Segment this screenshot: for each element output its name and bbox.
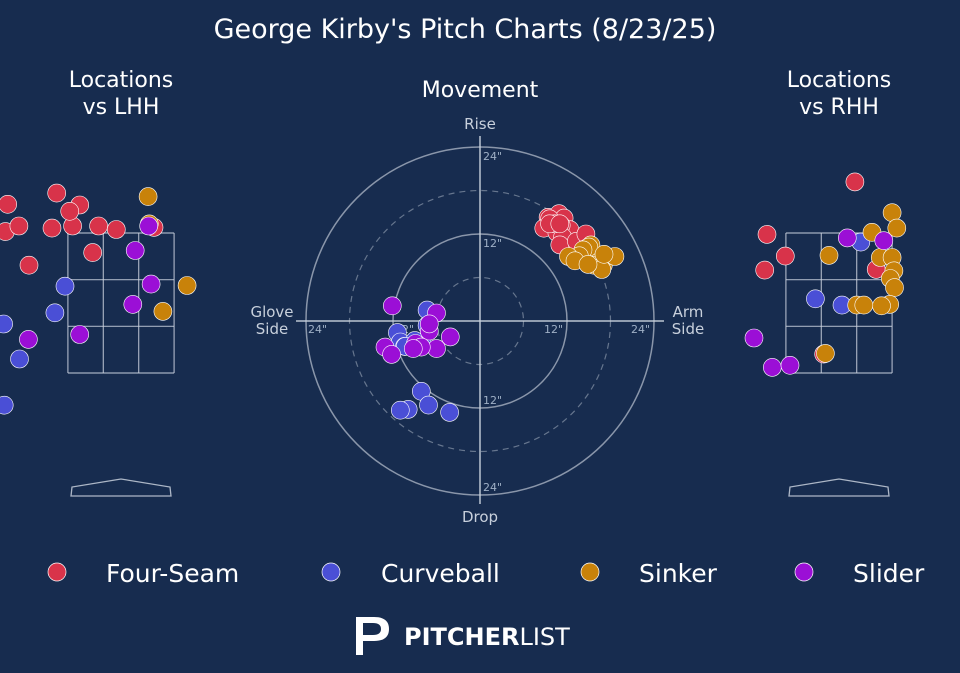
pitch-point-curveball [0, 395, 14, 415]
pitch-point-four-seam [47, 183, 67, 203]
ring-label-top-outer: 24" [483, 150, 502, 163]
ring-label-bottom-inner: 12" [483, 394, 502, 407]
pitch-point-curveball [0, 314, 13, 334]
pitch-point-four-seam [60, 202, 79, 221]
pitch-point-four-seam [845, 172, 865, 192]
movement-point-slider [440, 327, 460, 347]
pitch-point-curveball [10, 349, 29, 369]
legend: Four-Seam Curveball Sinker Slider [47, 559, 925, 588]
lhh-panel-title-line2: vs LHH [83, 95, 160, 120]
pitch-point-sinker [177, 276, 197, 295]
rhh-panel-title-line1: Locations [787, 68, 892, 93]
brand-name-bold: PITCHER [404, 623, 519, 651]
pitch-point-four-seam [0, 195, 17, 214]
pitch-point-slider [837, 228, 857, 248]
movement-point-sinker [578, 255, 598, 274]
lhh-strike-zone [67, 232, 175, 497]
legend-marker-slider [794, 562, 814, 582]
pitch-point-curveball [45, 303, 65, 323]
lhh-panel-title-line1: Locations [69, 68, 174, 93]
legend-label-sinker: Sinker [639, 559, 718, 588]
brand-name-light: LIST [519, 623, 570, 651]
pitch-point-slider [123, 295, 143, 314]
ring-label-left-outer: 24" [308, 323, 327, 336]
home-plate [70, 478, 172, 497]
pitch-point-four-seam [9, 216, 29, 236]
pitcherlist-logo: PITCHERLIST [356, 617, 570, 655]
movement-point-slider [403, 339, 423, 358]
pitch-point-sinker [819, 246, 839, 265]
brand-name: PITCHERLIST [404, 623, 570, 651]
movement-label-glove-line2: Side [256, 320, 288, 338]
movement-point-curveball [390, 400, 410, 420]
movement-point-slider [382, 345, 401, 364]
legend-label-curveball: Curveball [381, 559, 500, 588]
legend-marker-sinker [580, 562, 600, 582]
pitch-point-sinker [885, 278, 904, 297]
movement-panel-title: Movement [422, 78, 539, 103]
ring-label-top-inner: 12" [483, 237, 502, 250]
pitch-point-slider [744, 328, 764, 348]
movement-point-four-seam [550, 214, 570, 234]
lhh-pitch-points [0, 183, 197, 415]
pitch-point-slider [19, 330, 38, 349]
pitch-point-sinker [138, 187, 158, 206]
movement-pitch-points [375, 204, 625, 422]
pitch-point-four-seam [755, 260, 775, 280]
movement-label-arm-line2: Side [672, 320, 704, 338]
pitch-point-slider [874, 231, 894, 250]
pitch-point-curveball [806, 289, 825, 309]
pitch-point-slider [125, 241, 145, 260]
pitch-point-slider [780, 355, 800, 375]
ring-label-right-outer: 24" [631, 323, 650, 336]
movement-point-slider [419, 314, 439, 334]
movement-label-drop: Drop [462, 508, 498, 526]
legend-label-four-seam: Four-Seam [106, 559, 239, 588]
legend-marker-four-seam [47, 562, 67, 582]
pitch-point-four-seam [757, 225, 777, 244]
pitch-point-slider [762, 358, 782, 377]
pitch-point-slider [141, 274, 161, 294]
pitch-point-four-seam [42, 218, 62, 238]
chart-title: George Kirby's Pitch Charts (8/23/25) [214, 14, 717, 45]
movement-label-arm-line1: Arm [673, 303, 704, 321]
movement-rings [296, 136, 664, 504]
rhh-panel-title-line2: vs RHH [799, 95, 879, 120]
pitch-point-sinker [816, 344, 835, 363]
home-plate [788, 478, 890, 497]
pitch-point-sinker [887, 218, 907, 238]
pitcherlist-p-icon [356, 617, 389, 655]
pitch-point-four-seam [89, 216, 108, 236]
pitch-point-four-seam [83, 243, 102, 262]
movement-point-curveball [440, 403, 459, 422]
movement-label-rise: Rise [464, 115, 496, 133]
legend-label-slider: Slider [853, 559, 925, 588]
ring-label-right-inner: 12" [544, 323, 563, 336]
rhh-pitch-points [744, 172, 907, 377]
pitch-point-four-seam [775, 246, 795, 266]
movement-label-glove-line1: Glove [250, 303, 293, 321]
pitch-point-sinker [153, 302, 173, 321]
ring-label-bottom-outer: 24" [483, 481, 502, 494]
movement-point-curveball [419, 395, 438, 415]
pitch-point-sinker [872, 296, 891, 316]
pitch-point-slider [139, 216, 158, 236]
pitch-point-slider [70, 325, 89, 344]
legend-marker-curveball [321, 562, 341, 582]
pitch-point-four-seam [19, 255, 39, 275]
pitch-point-sinker [854, 295, 874, 315]
movement-point-slider [382, 296, 402, 316]
pitch-point-curveball [55, 276, 75, 296]
pitch-point-four-seam [107, 220, 126, 239]
movement-point-sinker [594, 245, 614, 264]
